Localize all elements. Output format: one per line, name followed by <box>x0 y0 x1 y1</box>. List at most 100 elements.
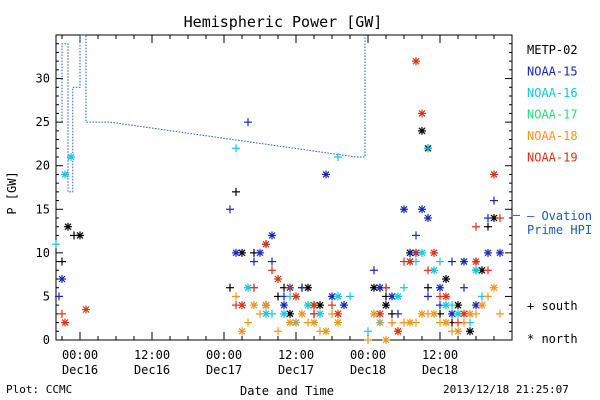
y-tick-label: 5 <box>43 289 50 303</box>
data-point-noaa-16-plus <box>346 292 354 301</box>
x-axis-label: Date and Time <box>240 384 334 398</box>
data-point-noaa-15-plus <box>490 196 498 205</box>
data-point-noaa-16-star <box>334 292 342 301</box>
y-tick-label: 20 <box>36 159 50 173</box>
series-noaa-19-star <box>61 57 498 336</box>
x-tick-label: 00:00 <box>350 348 386 362</box>
data-point-noaa-19-star <box>292 292 300 301</box>
data-point-noaa-19-star <box>406 257 414 266</box>
x-tick-label: 00:00 <box>62 348 98 362</box>
data-point-noaa-15-plus <box>448 257 456 266</box>
data-point-noaa-18-star <box>370 309 378 318</box>
data-point-noaa-18-star <box>298 309 306 318</box>
legend-south-label: + south <box>527 299 578 313</box>
data-point-metp-02-star <box>286 309 294 318</box>
data-point-noaa-16-star <box>280 309 288 318</box>
data-point-noaa-16-star <box>442 301 450 310</box>
legend-entry-noaa-15: NOAA-15 <box>527 65 578 79</box>
data-point-noaa-15-plus <box>424 292 432 301</box>
data-point-noaa-16-plus <box>334 153 342 161</box>
data-point-noaa-15-plus <box>226 205 234 214</box>
x-tick-label: 12:00 <box>134 348 170 362</box>
data-point-noaa-15-star <box>484 248 492 257</box>
data-point-noaa-19-plus <box>424 266 432 275</box>
x-tick-date-label: Dec17 <box>278 363 314 377</box>
data-point-noaa-15-plus <box>460 283 468 292</box>
data-point-noaa-15-star <box>424 214 432 222</box>
data-point-noaa-19-star <box>412 57 420 66</box>
data-point-metp-02-star <box>418 126 426 135</box>
series-noaa-18-plus <box>232 292 504 344</box>
data-point-noaa-19-plus <box>484 266 492 275</box>
data-point-noaa-19-star <box>334 309 342 318</box>
data-point-noaa-16-star <box>394 292 402 301</box>
data-point-noaa-18-star <box>406 318 414 327</box>
data-point-noaa-19-star <box>442 292 450 301</box>
data-point-noaa-18-star <box>490 283 498 292</box>
data-point-noaa-19-star <box>430 248 438 257</box>
data-point-noaa-19-star <box>376 309 384 318</box>
x-tick-label: 12:00 <box>278 348 314 362</box>
data-point-metp-02-star <box>466 327 474 336</box>
ovation-hpi-line <box>61 34 366 193</box>
data-point-noaa-15-star <box>268 231 276 240</box>
data-point-metp-02-star <box>454 301 462 310</box>
data-point-metp-02-star <box>442 275 450 283</box>
data-point-noaa-19-plus <box>286 283 294 292</box>
data-point-noaa-19-plus <box>268 266 276 275</box>
y-tick-label: 25 <box>36 115 50 129</box>
data-point-noaa-19-star <box>460 309 468 318</box>
legend-ovation-label-2: Prime HPI <box>527 223 592 237</box>
x-tick-label: 00:00 <box>206 348 242 362</box>
data-point-noaa-18-plus <box>244 318 252 327</box>
data-point-metp-02-star <box>238 248 246 257</box>
legend-ovation-label: — Ovation <box>527 209 592 223</box>
data-point-noaa-15-star <box>280 301 288 310</box>
data-point-noaa-19-star <box>418 109 426 118</box>
data-point-noaa-16-star <box>244 283 252 292</box>
x-tick-label: 12:00 <box>422 348 458 362</box>
data-point-noaa-18-star <box>250 301 258 310</box>
data-point-noaa-15-plus <box>370 266 378 275</box>
data-point-noaa-15-plus <box>298 283 306 292</box>
data-point-noaa-18-plus <box>484 292 492 301</box>
data-point-noaa-15-plus <box>244 118 252 127</box>
data-point-noaa-15-plus <box>55 292 63 301</box>
data-point-noaa-19-star <box>82 305 90 314</box>
data-point-noaa-19-plus <box>250 283 258 292</box>
data-point-noaa-16-star <box>316 309 324 318</box>
series-noaa-16-plus <box>52 144 486 336</box>
data-point-noaa-18-star <box>334 318 342 327</box>
data-point-noaa-15-plus <box>412 231 420 240</box>
data-point-noaa-19-plus <box>310 309 318 318</box>
footer-timestamp: 2013/12/18 21:25:07 <box>443 383 569 396</box>
y-axis-label: P [GW] <box>5 171 19 214</box>
data-point-noaa-19-plus <box>328 301 336 310</box>
data-point-metp-02-plus <box>484 222 492 231</box>
data-point-noaa-19-star <box>394 327 402 336</box>
data-point-noaa-16-star <box>67 153 75 161</box>
data-point-noaa-16-plus <box>436 257 444 266</box>
legend-entry-noaa-19: NOAA-19 <box>527 151 578 165</box>
legend-entry-noaa-18: NOAA-18 <box>527 129 578 143</box>
footer-credit: Plot: CCMC <box>6 383 73 396</box>
data-point-noaa-18-star <box>382 336 390 344</box>
data-point-noaa-19-plus <box>58 309 66 318</box>
data-point-noaa-18-star <box>478 301 486 310</box>
data-point-noaa-19-star <box>310 301 318 310</box>
data-point-noaa-18-plus <box>376 318 384 327</box>
data-point-noaa-15-star <box>322 170 330 179</box>
data-point-noaa-18-star <box>262 301 270 310</box>
data-point-noaa-15-star <box>340 301 348 310</box>
data-point-noaa-18-plus <box>364 336 372 344</box>
data-point-noaa-19-plus <box>382 283 390 292</box>
series-noaa-16-star <box>61 153 480 327</box>
data-point-noaa-16-plus <box>400 283 408 292</box>
data-point-noaa-16-plus <box>424 144 432 153</box>
data-point-noaa-15-star <box>256 248 264 257</box>
legend-entry-noaa-16: NOAA-16 <box>527 86 578 100</box>
data-point-noaa-15-star <box>58 275 66 283</box>
x-tick-date-label: Dec16 <box>62 363 98 377</box>
data-point-noaa-18-plus <box>496 309 504 318</box>
y-tick-label: 15 <box>36 202 50 216</box>
